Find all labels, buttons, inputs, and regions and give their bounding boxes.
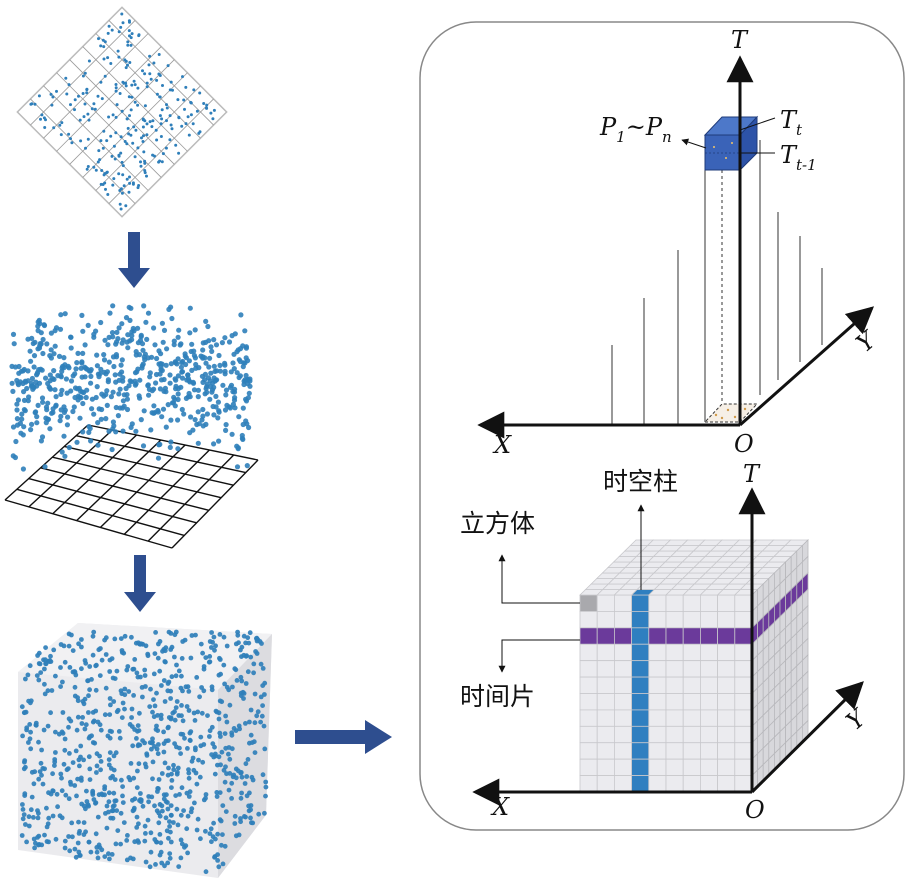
bottom-diagram: T X Y O 时空柱 立方体 时间片 <box>460 460 873 824</box>
axis-t-label-top: T <box>731 26 749 54</box>
rotated-grid-panel <box>16 6 228 218</box>
down-arrow-1 <box>118 232 150 288</box>
tt1-label: Tt-1 <box>780 141 817 174</box>
origin-label-top: O <box>734 430 754 458</box>
point-cube-panel <box>18 623 272 878</box>
tt-label: Tt <box>780 106 803 139</box>
tt-sub: t <box>796 121 803 139</box>
tt-main: T <box>780 106 798 134</box>
time-slice-label: 时间片 <box>460 682 535 711</box>
right-arrow <box>295 720 392 754</box>
space-time-column-label: 时空柱 <box>603 467 678 496</box>
cube-label: 立方体 <box>460 509 535 538</box>
origin-label-bottom: O <box>745 796 765 824</box>
axis-x-label-bottom: X <box>490 793 510 821</box>
points-tilde: ~P <box>626 113 663 141</box>
top-diagram: T X Y O Tt Tt-1 P1~Pn <box>477 26 883 459</box>
down-arrow-2 <box>124 555 156 612</box>
points-p1: P <box>599 113 617 141</box>
highlight-cube <box>704 134 741 171</box>
tt1-sub: t-1 <box>796 156 817 174</box>
tt1-main: T <box>780 141 798 169</box>
axis-t-label-bottom: T <box>743 460 761 488</box>
point-cloud-panel <box>4 303 259 549</box>
points-label: P1~Pn <box>599 113 672 146</box>
points-subn: n <box>662 128 672 146</box>
axis-x-label-top: X <box>492 431 512 459</box>
points-sub1: 1 <box>616 128 626 146</box>
